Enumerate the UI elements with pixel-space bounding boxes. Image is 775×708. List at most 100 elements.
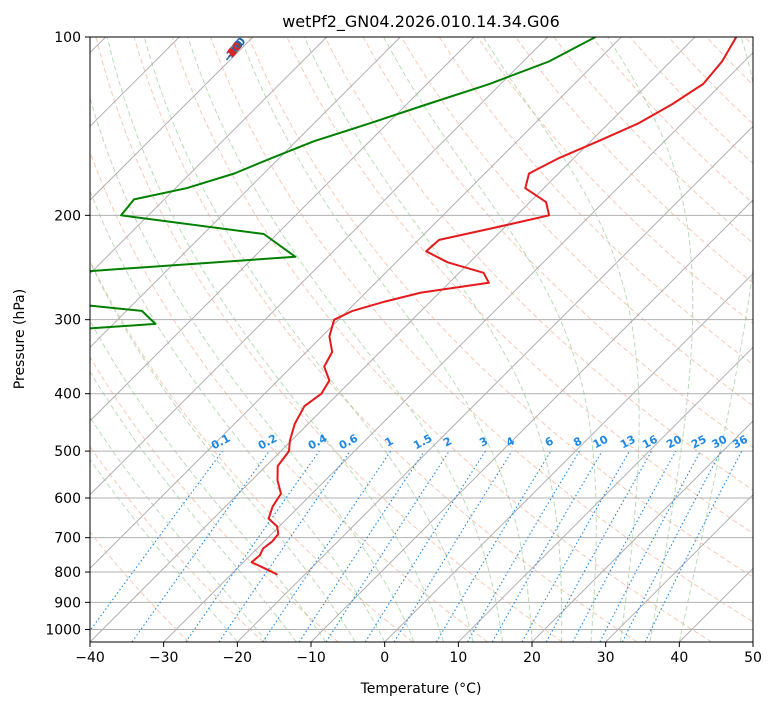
dry-adiabat xyxy=(324,37,753,491)
isotherm-line xyxy=(531,420,753,642)
x-tick-label: 0 xyxy=(380,650,389,666)
x-tick-label: 10 xyxy=(449,650,467,666)
mixing-ratio-line xyxy=(521,450,630,642)
line-labels: 0.1 0.2 0.4 0.6 1 1.5 2 3 4 6 8 10 13 16 20 25 30 36-100-… xyxy=(209,37,750,453)
isotherm-line xyxy=(163,51,753,642)
mixing-ratio-line xyxy=(90,450,223,632)
mixing-ratio-line xyxy=(131,450,270,642)
mixing-ratio-label: 13 xyxy=(618,433,638,452)
y-tick-label: 900 xyxy=(54,595,81,611)
y-tick-label: 500 xyxy=(54,444,81,460)
mixing-ratio-label: 0.1 xyxy=(209,432,232,453)
mixing-ratio-label: 30 xyxy=(710,433,730,452)
dry-adiabat xyxy=(515,37,753,284)
isotherm-line xyxy=(310,199,753,642)
temperature-profile-line xyxy=(250,37,738,576)
dry-adiabat xyxy=(438,37,753,365)
mixing-ratio-line xyxy=(325,450,450,642)
mixing-ratio-line xyxy=(467,450,580,642)
mixing-ratio-label: 20 xyxy=(664,432,684,451)
mixing-ratio-label: 16 xyxy=(640,433,660,452)
dewpoint-profile-line xyxy=(90,37,596,330)
dry-adiabat xyxy=(95,37,563,642)
mixing-ratio-label: 36 xyxy=(730,433,750,452)
dry-adiabat xyxy=(248,37,753,578)
dry-adiabat xyxy=(477,37,753,325)
mixing-ratio-label: 10 xyxy=(591,432,611,451)
mixing-ratio-label: 8 xyxy=(571,434,584,449)
mixing-ratio-line xyxy=(298,450,425,642)
isotherm-line xyxy=(90,37,475,422)
moist-adiabat xyxy=(90,260,356,642)
dry-adiabat xyxy=(706,37,753,86)
moist-adiabat xyxy=(90,319,327,642)
dry-adiabat xyxy=(90,355,339,642)
plot-frame xyxy=(89,36,754,643)
mixing-ratio-label: 0.4 xyxy=(306,432,330,453)
moist-adiabat xyxy=(482,37,640,642)
moist-adiabat xyxy=(143,37,474,642)
dry-adiabat xyxy=(171,37,712,642)
moist-adiabat xyxy=(383,37,597,642)
dry-adiabat xyxy=(362,37,753,449)
y-tick-label: 200 xyxy=(54,208,81,224)
x-tick-label: −10 xyxy=(296,650,326,666)
isotherm-line xyxy=(678,567,753,642)
dry-adiabat xyxy=(591,37,753,204)
x-tick-label: 20 xyxy=(523,650,541,666)
mixing-ratio-line xyxy=(262,450,392,642)
chart-title: wetPf2_GN04.2026.010.14.34.G06 xyxy=(282,12,560,32)
x-tick-label: −20 xyxy=(223,650,253,666)
moist-adiabat xyxy=(90,189,386,642)
dry-adiabat xyxy=(90,259,414,642)
mixing-ratio-line xyxy=(491,450,603,642)
x-tick-label: 50 xyxy=(744,650,762,666)
y-tick-label: 700 xyxy=(54,531,81,547)
x-tick-label: −30 xyxy=(149,650,179,666)
mixing-ratio-line xyxy=(599,450,701,642)
mixing-ratio-label: 1.5 xyxy=(411,432,434,453)
mixing-ratio-line xyxy=(435,450,552,642)
mixing-ratio-line xyxy=(393,450,513,642)
background-lines xyxy=(90,37,753,642)
y-tick-label: 800 xyxy=(54,565,81,581)
dry-adiabat xyxy=(90,150,488,642)
y-axis: 100 200 300 400 500 600 700 800 900 1000 xyxy=(45,30,90,638)
isotherm-line xyxy=(236,125,753,642)
x-tick-label: 30 xyxy=(597,650,615,666)
isotherm-line xyxy=(90,37,254,201)
isotherm-line xyxy=(90,37,328,275)
isotherm-line xyxy=(90,37,696,642)
moist-adiabat xyxy=(187,37,503,642)
mixing-ratio-line xyxy=(545,450,653,642)
x-tick-label: −40 xyxy=(75,650,105,666)
dry-adiabat xyxy=(744,37,753,47)
dry-adiabat xyxy=(133,37,638,642)
x-tick-label: 40 xyxy=(670,650,688,666)
mixing-ratio-line xyxy=(185,450,320,642)
moist-adiabat xyxy=(106,37,445,642)
isotherm-line xyxy=(752,641,753,642)
y-tick-label: 400 xyxy=(54,387,81,403)
moist-adiabat xyxy=(607,37,694,642)
y-axis-label: Pressure (hPa) xyxy=(12,289,28,389)
y-tick-label: 300 xyxy=(54,313,81,329)
moist-adiabat xyxy=(303,37,563,642)
mixing-ratio-line xyxy=(572,450,677,642)
mixing-ratio-label: 3 xyxy=(477,434,490,449)
moist-adiabat xyxy=(90,416,268,642)
mixing-ratio-line xyxy=(364,450,486,642)
moist-adiabat xyxy=(678,37,753,642)
isotherm-line xyxy=(384,272,753,642)
moist-adiabat xyxy=(90,458,238,642)
mixing-ratio-label: 6 xyxy=(543,434,556,449)
dry-adiabat xyxy=(553,37,753,244)
isotherm-line xyxy=(457,346,753,642)
mixing-ratio-line xyxy=(218,450,351,642)
moist-adiabat xyxy=(239,37,533,642)
mixing-ratio-label: 25 xyxy=(689,433,709,452)
x-axis-label: Temperature (°C) xyxy=(360,681,482,697)
dry-adiabat xyxy=(210,37,753,623)
profile-series xyxy=(90,37,738,576)
